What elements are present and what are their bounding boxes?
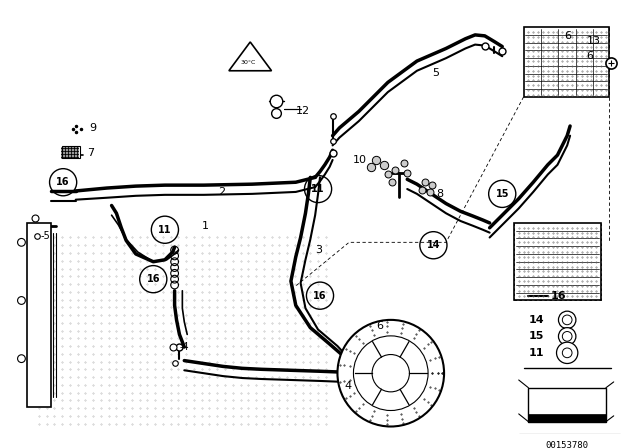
Text: 2: 2 [218,187,225,197]
Bar [28,223,51,407]
Circle shape [337,320,444,426]
Circle shape [559,311,576,328]
Text: 11: 11 [529,348,544,358]
Text: 16: 16 [313,291,327,301]
Text: 8: 8 [436,189,444,199]
Circle shape [557,342,578,363]
Text: 15: 15 [529,332,544,341]
Text: 4: 4 [344,381,351,391]
Text: 16: 16 [147,274,160,284]
Text: 5: 5 [433,68,440,78]
Text: 6: 6 [564,31,572,41]
Circle shape [372,354,410,392]
Text: 6: 6 [587,51,593,61]
Text: 14: 14 [427,240,440,250]
Polygon shape [529,414,606,422]
Bar [34,228,320,426]
Text: 12: 12 [296,107,310,116]
Bar [62,146,79,158]
Text: 13: 13 [587,36,600,46]
Text: 3: 3 [315,245,322,255]
Bar [514,223,601,301]
Text: 9: 9 [90,123,97,133]
Text: 16: 16 [550,291,566,301]
Bar [524,27,609,97]
Bar [529,388,606,422]
Text: 10: 10 [353,155,367,165]
Text: 6: 6 [376,321,383,331]
Text: 11: 11 [158,225,172,235]
Text: 7: 7 [88,148,95,158]
Text: 15: 15 [495,189,509,199]
Text: 30°C: 30°C [241,60,256,65]
Text: 14: 14 [529,315,544,325]
Text: 16: 16 [56,177,70,187]
Circle shape [559,327,576,345]
Text: 11: 11 [311,184,325,194]
Text: 00153780: 00153780 [546,441,589,448]
Text: -4: -4 [179,342,189,352]
Text: -5: -5 [41,231,51,241]
Text: 1: 1 [202,221,209,231]
